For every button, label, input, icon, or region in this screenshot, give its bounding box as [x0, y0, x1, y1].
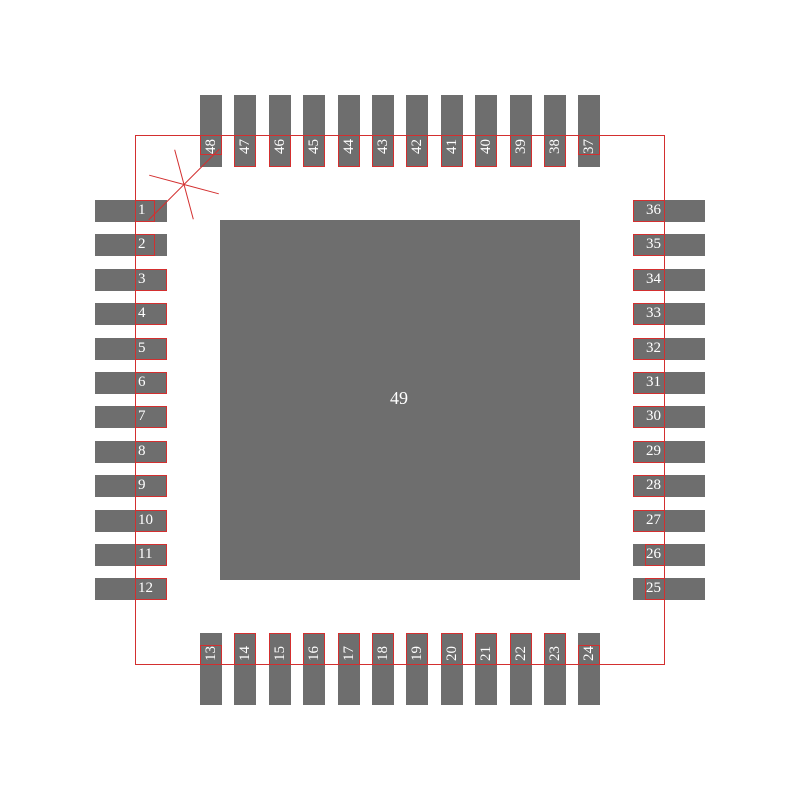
pin-label-2: 2	[138, 236, 146, 253]
pin-label-35: 35	[646, 236, 661, 253]
pin-label-31: 31	[646, 374, 661, 391]
pin-label-42: 42	[409, 139, 426, 154]
pin-label-19: 19	[409, 646, 426, 661]
pin-label-22: 22	[513, 646, 530, 661]
pin-label-40: 40	[478, 139, 495, 154]
pin-label-21: 21	[478, 646, 495, 661]
pin-label-15: 15	[272, 646, 289, 661]
pin-label-28: 28	[646, 477, 661, 494]
pin-label-1: 1	[138, 202, 146, 219]
pin-label-23: 23	[547, 646, 564, 661]
pin-label-33: 33	[646, 305, 661, 322]
qfn-footprint: 4912345678910111236353433323130292827262…	[0, 0, 800, 800]
pin-label-37: 37	[581, 139, 598, 154]
pin-label-12: 12	[138, 580, 153, 597]
pin-label-18: 18	[375, 646, 392, 661]
pin-label-3: 3	[138, 271, 146, 288]
pin-label-8: 8	[138, 443, 146, 460]
pin-label-13: 13	[203, 646, 220, 661]
pin-label-30: 30	[646, 408, 661, 425]
pin-label-20: 20	[444, 646, 461, 661]
pin-label-45: 45	[306, 139, 323, 154]
pin-label-41: 41	[444, 139, 461, 154]
pin-label-7: 7	[138, 408, 146, 425]
pin-label-29: 29	[646, 443, 661, 460]
pin-label-48: 48	[203, 139, 220, 154]
pin-label-32: 32	[646, 340, 661, 357]
pin-label-17: 17	[341, 646, 358, 661]
pin-label-43: 43	[375, 139, 392, 154]
pin-label-27: 27	[646, 512, 661, 529]
body-outline	[135, 135, 665, 665]
pin-label-24: 24	[581, 646, 598, 661]
pin-label-38: 38	[547, 139, 564, 154]
pin-label-10: 10	[138, 512, 153, 529]
pin-label-25: 25	[646, 580, 661, 597]
pin-label-4: 4	[138, 305, 146, 322]
pin-label-47: 47	[237, 139, 254, 154]
pin-label-16: 16	[306, 646, 323, 661]
pin-label-9: 9	[138, 477, 146, 494]
pin-label-44: 44	[341, 139, 358, 154]
pin-label-46: 46	[272, 139, 289, 154]
pin-label-26: 26	[646, 546, 661, 563]
pin-label-11: 11	[138, 546, 152, 563]
pin-label-36: 36	[646, 202, 661, 219]
pin-label-6: 6	[138, 374, 146, 391]
pin-label-34: 34	[646, 271, 661, 288]
pin-label-5: 5	[138, 340, 146, 357]
pin-label-14: 14	[237, 646, 254, 661]
pin-label-39: 39	[513, 139, 530, 154]
